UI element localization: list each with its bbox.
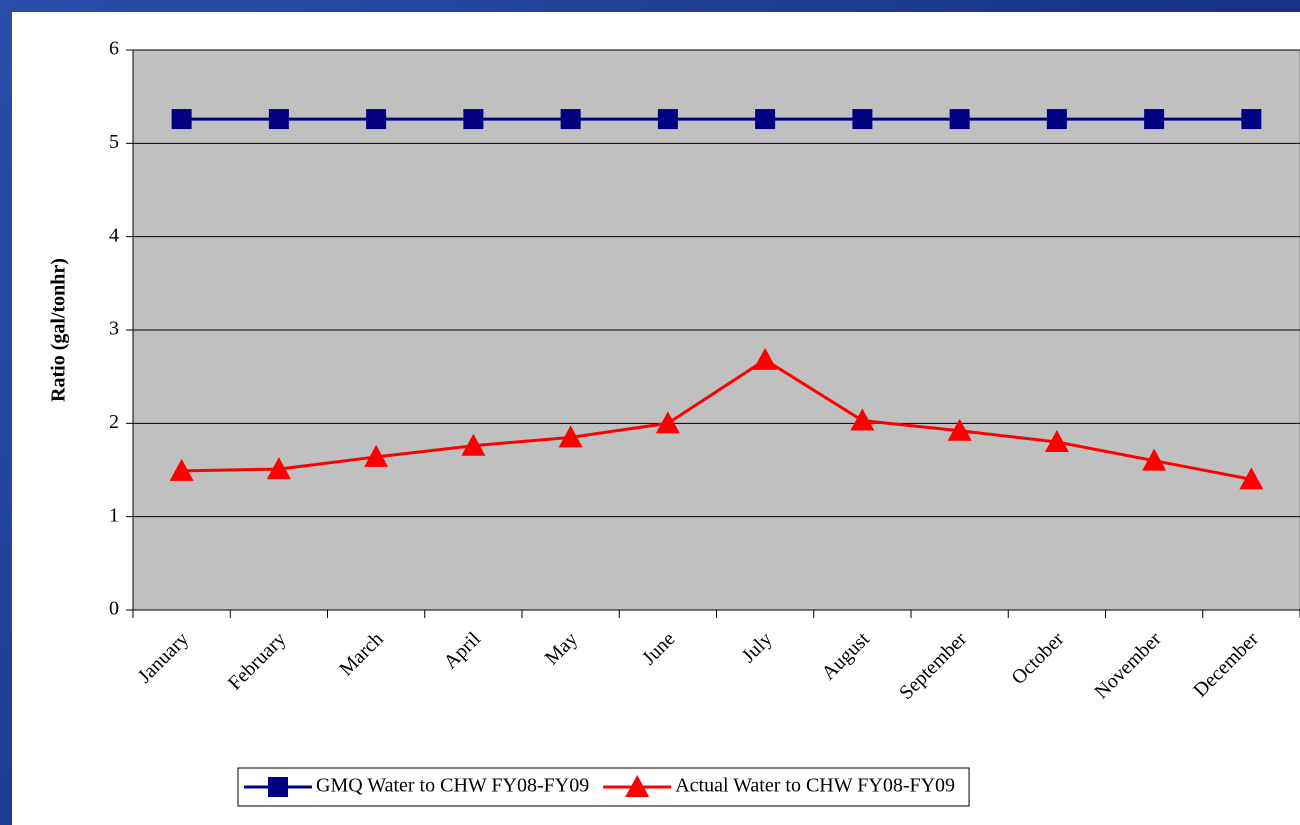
y-tick-label: 3 [109, 318, 119, 340]
point-marker [625, 775, 650, 797]
point-marker [266, 457, 291, 480]
legend: GMQ Water to CHW FY08-FY09 Actual Water t… [237, 767, 970, 807]
point-marker [947, 418, 972, 441]
point-marker [268, 777, 288, 797]
point-marker [560, 109, 581, 130]
y-tick-label: 5 [109, 131, 119, 153]
point-marker [852, 109, 873, 130]
point-marker [1142, 448, 1167, 471]
point-marker [1239, 467, 1264, 490]
point-marker [268, 109, 289, 130]
point-marker [1241, 109, 1262, 130]
point-marker [755, 109, 776, 130]
point-marker [171, 109, 192, 130]
point-marker [169, 458, 194, 481]
point-marker [366, 109, 387, 130]
point-marker [850, 408, 875, 431]
point-marker [753, 347, 778, 370]
y-tick-label: 6 [109, 38, 119, 60]
point-marker [461, 433, 486, 456]
point-marker [657, 109, 678, 130]
y-tick-label: 4 [109, 224, 119, 246]
point-marker [1044, 430, 1069, 452]
legend-label: Actual Water to CHW FY08-FY09 [675, 775, 955, 797]
y-axis-label: Ratio (gal/tonhr) [48, 258, 70, 402]
point-marker [949, 109, 970, 130]
legend-label: GMQ Water to CHW FY08-FY09 [316, 775, 589, 797]
point-marker [463, 109, 484, 130]
y-tick-label: 1 [109, 504, 119, 526]
point-marker [1046, 109, 1067, 130]
series-line [181, 358, 1252, 481]
y-tick-label: 0 [109, 598, 119, 620]
point-marker [655, 411, 680, 434]
point-marker [558, 425, 583, 448]
point-marker [1144, 109, 1165, 130]
point-marker [364, 444, 389, 467]
y-tick-label: 2 [109, 411, 119, 433]
